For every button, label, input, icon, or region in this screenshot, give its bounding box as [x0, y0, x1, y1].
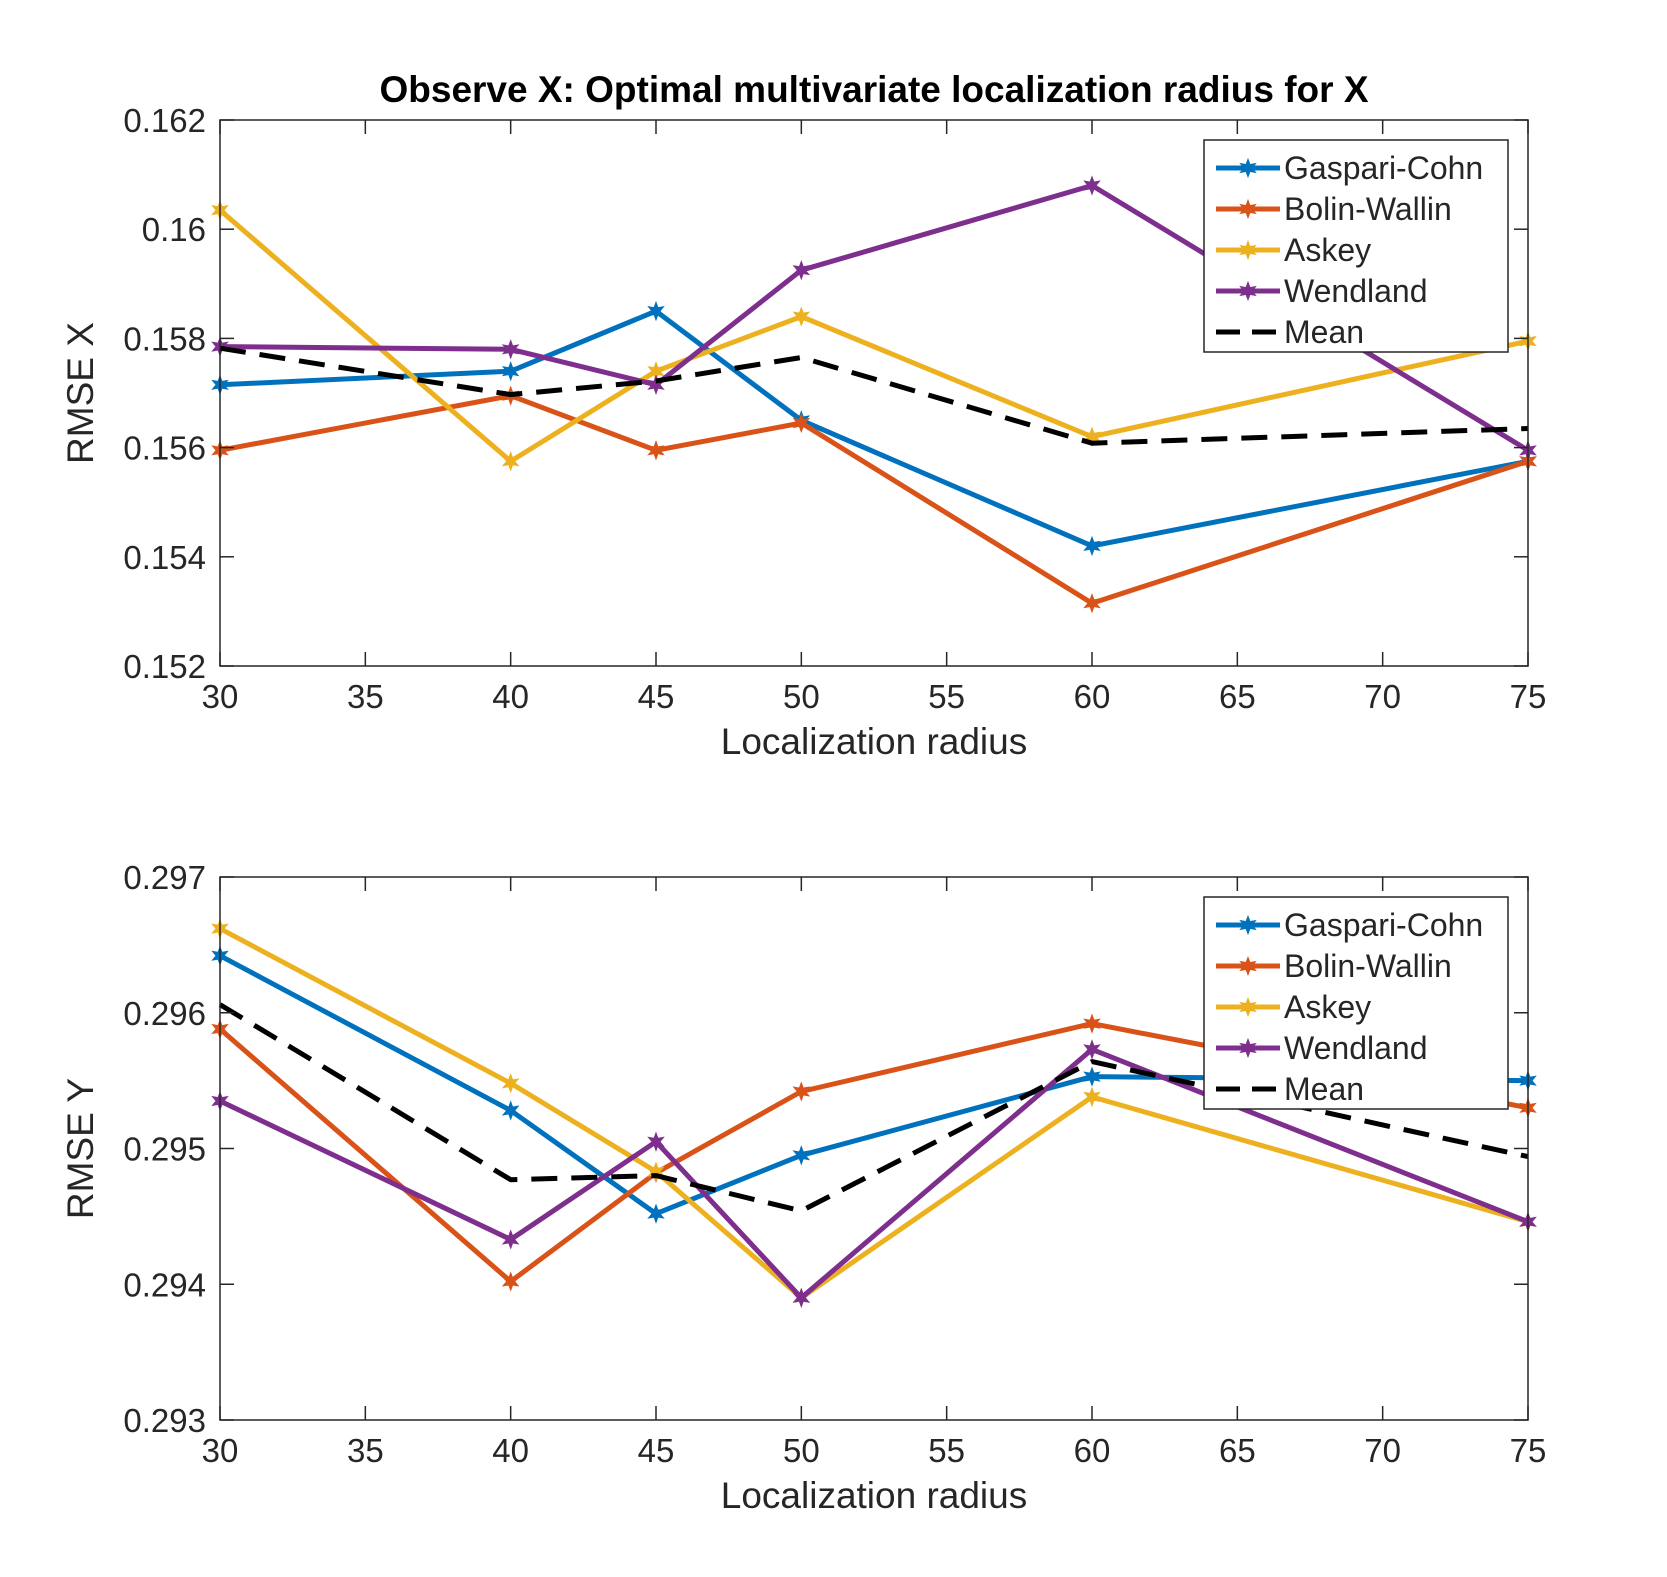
data-point: [1083, 1086, 1101, 1108]
legend-entry: Bolin-Wallin: [1284, 948, 1452, 984]
data-point: [792, 1287, 811, 1308]
y-axis-label: RMSE X: [60, 322, 101, 464]
data-point: [501, 361, 520, 382]
x-tick-label: 35: [347, 1432, 384, 1469]
y-tick-label: 0.293: [123, 1402, 206, 1439]
data-point: [792, 412, 811, 434]
x-tick-label: 65: [1219, 1432, 1256, 1469]
legend-entry: Askey: [1284, 232, 1371, 268]
y-tick-label: 0.154: [123, 539, 206, 576]
series-line-bolin-wallin: [218, 1021, 1529, 1284]
x-tick-label: 60: [1074, 678, 1111, 715]
series-line-gaspari-cohn: [219, 308, 1529, 549]
legend-marker: [1239, 198, 1257, 220]
data-point: [792, 260, 811, 281]
data-point: [1083, 1013, 1101, 1034]
series-line-bolin-wallin: [219, 393, 1529, 606]
y-axis-label: RMSE Y: [60, 1078, 101, 1219]
legend-marker: [1239, 280, 1257, 302]
legend-entry: Askey: [1284, 989, 1371, 1025]
x-tick-label: 50: [783, 1432, 820, 1469]
data-point: [647, 1203, 665, 1224]
legend-entry: Gaspari-Cohn: [1284, 907, 1483, 943]
y-tick-label: 0.156: [123, 430, 206, 467]
data-point: [647, 1161, 665, 1182]
data-point: [792, 1145, 811, 1166]
data-point: [501, 1100, 520, 1121]
x-tick-label: 50: [783, 678, 820, 715]
series-line-wendland: [218, 1046, 1529, 1301]
legend-entry: Mean: [1284, 1071, 1364, 1107]
series-line-mean: [218, 1002, 1529, 1214]
plot-area: [219, 119, 1529, 667]
data-point: [501, 1073, 520, 1094]
data-point: [501, 1229, 520, 1250]
x-tick-label: 70: [1364, 678, 1401, 715]
data-point: [501, 1271, 520, 1292]
y-tick-label: 0.16: [142, 211, 206, 248]
x-tick-label: 40: [492, 1432, 529, 1469]
legend-marker: [1239, 996, 1257, 1018]
series-line-mean: [219, 345, 1529, 446]
y-tick-label: 0.296: [123, 995, 206, 1032]
x-tick-label: 35: [347, 678, 384, 715]
data-point: [647, 300, 665, 322]
chart-title: Observe X: Optimal multivariate localiza…: [380, 69, 1369, 110]
x-tick-label: 55: [928, 1432, 965, 1469]
x-tick-label: 75: [1510, 1432, 1547, 1469]
x-tick-label: 70: [1364, 1432, 1401, 1469]
x-tick-label: 60: [1074, 1432, 1111, 1469]
y-tick-label: 0.158: [123, 320, 206, 357]
data-point: [647, 440, 665, 461]
legend-marker: [1239, 239, 1257, 261]
series-line-askey: [218, 926, 1529, 1301]
data-point: [647, 1131, 665, 1152]
legend-entry: Mean: [1284, 314, 1364, 350]
x-tick-label: 45: [638, 678, 675, 715]
legend-marker: [1239, 955, 1257, 977]
data-point: [1083, 1066, 1101, 1087]
y-tick-label: 0.162: [123, 102, 206, 139]
x-tick-label: 55: [928, 678, 965, 715]
y-tick-label: 0.297: [123, 859, 206, 896]
data-point: [1083, 175, 1101, 196]
x-axis-label: Localization radius: [721, 721, 1027, 762]
y-tick-label: 0.294: [123, 1266, 206, 1303]
x-axis-label: Localization radius: [721, 1475, 1027, 1516]
data-point: [1083, 535, 1101, 557]
x-tick-label: 75: [1510, 678, 1547, 715]
data-point: [792, 306, 811, 327]
x-tick-label: 45: [638, 1432, 675, 1469]
x-tick-label: 30: [202, 678, 239, 715]
data-point: [1083, 593, 1101, 614]
x-tick-label: 30: [202, 1432, 239, 1469]
data-point: [501, 451, 520, 472]
series-line-askey: [218, 208, 1529, 464]
legend-marker: [1239, 157, 1257, 179]
y-tick-label: 0.295: [123, 1131, 206, 1168]
legend-entry: Gaspari-Cohn: [1284, 150, 1483, 186]
legend-entry: Bolin-Wallin: [1284, 191, 1452, 227]
y-tick-label: 0.152: [123, 648, 206, 685]
series-line-wendland: [219, 183, 1530, 453]
legend-marker: [1239, 1037, 1257, 1059]
x-tick-label: 40: [492, 678, 529, 715]
legend-marker: [1239, 914, 1257, 936]
x-tick-label: 65: [1219, 678, 1256, 715]
data-point: [792, 1081, 811, 1102]
legend-entry: Wendland: [1284, 1030, 1428, 1066]
legend-entry: Wendland: [1284, 273, 1428, 309]
data-point: [501, 339, 520, 360]
data-point: [1083, 1039, 1101, 1060]
